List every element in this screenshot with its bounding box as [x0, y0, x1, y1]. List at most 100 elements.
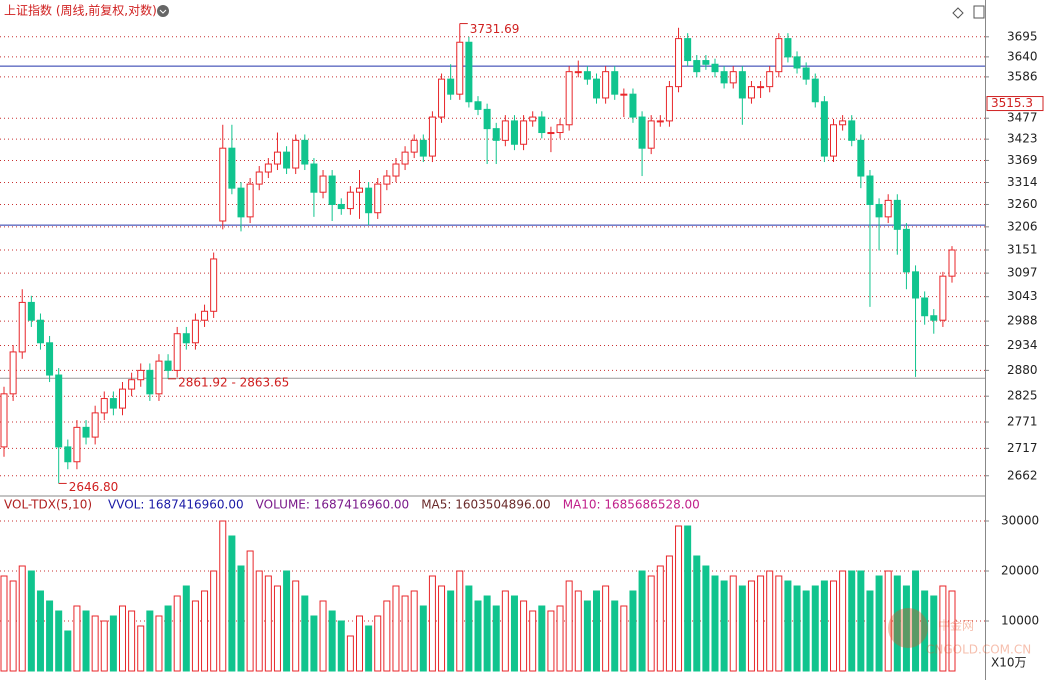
candle-body: [775, 38, 783, 73]
y-tick-label: 2825: [1007, 389, 1038, 403]
candle-body: [802, 67, 810, 80]
candle-body: [164, 360, 172, 371]
candle-body: [583, 71, 591, 80]
volume-bar: [939, 585, 947, 672]
y-tick-label: 2988: [1007, 314, 1038, 328]
candle-body: [793, 56, 801, 69]
volume-bar: [301, 595, 309, 672]
candle-body: [310, 163, 318, 193]
candle-body: [246, 183, 254, 218]
candle-body: [702, 60, 710, 65]
volume-bar: [802, 590, 810, 672]
volume-bar: [839, 570, 847, 672]
candle-body: [182, 333, 190, 344]
candle-body: [374, 183, 382, 214]
volume-bar: [264, 575, 272, 672]
candle-body: [811, 78, 819, 103]
candle-body: [447, 78, 455, 95]
volume-bar: [747, 580, 755, 672]
volume-bar: [146, 610, 154, 672]
volume-bar: [884, 570, 892, 672]
y-tick-label: 3369: [1007, 153, 1038, 167]
candle-body: [875, 203, 883, 218]
volume-bar: [593, 590, 600, 672]
scroll-icon[interactable]: [973, 5, 985, 19]
y-tick-label: 2934: [1007, 338, 1038, 352]
candle-body: [410, 139, 418, 153]
price-label-box: [986, 96, 1044, 112]
volume-bar: [346, 635, 354, 672]
candle-body: [510, 120, 518, 145]
volume-bar: [766, 570, 774, 672]
candle-body: [848, 120, 856, 141]
candle-body: [638, 116, 646, 149]
candle-body: [839, 120, 847, 126]
candle-body: [100, 398, 108, 414]
menu-icon[interactable]: [157, 5, 169, 17]
volume-title: VOL-TDX(5,10): [4, 498, 92, 512]
candle-body: [264, 163, 272, 173]
volume-bar: [912, 570, 920, 672]
volume-header: MA10: 1685686528.00: [563, 498, 700, 512]
volume-bar: [921, 590, 929, 672]
candle-body: [55, 374, 63, 448]
y-tick-label: 20000: [1001, 564, 1039, 578]
volume-bar: [684, 525, 692, 672]
volume-bar: [447, 590, 455, 672]
candle-body: [620, 93, 628, 96]
candle-body: [492, 128, 500, 141]
candle-body: [128, 379, 136, 390]
price-label: 3515.3: [991, 96, 1033, 110]
volume-bar: [866, 590, 874, 672]
watermark-name: 中金网: [938, 618, 974, 633]
y-tick-label: 3640: [1007, 49, 1038, 63]
volume-bar: [228, 535, 236, 672]
volume-bar: [410, 590, 418, 672]
y-tick-label: 3097: [1007, 266, 1038, 280]
volume-bar: [456, 570, 464, 672]
volume-bar: [875, 575, 883, 672]
volume-bar: [64, 630, 72, 672]
volume-bar: [191, 600, 199, 672]
candle-body: [219, 147, 227, 222]
candle-body: [538, 116, 546, 134]
y-tick-label: 3043: [1007, 289, 1038, 303]
volume-bar: [510, 595, 518, 672]
candle-body: [228, 147, 236, 189]
candle-body: [474, 101, 482, 110]
candle-body: [593, 78, 600, 99]
volume-bar: [82, 610, 90, 672]
volume-bar: [465, 585, 473, 672]
volume-bar: [9, 580, 17, 672]
volume-bar: [902, 585, 910, 672]
volume-bar: [948, 590, 956, 672]
y-tick-label: 2717: [1007, 441, 1038, 455]
candle-body: [456, 41, 464, 95]
candle-body: [173, 333, 181, 371]
volume-bar: [775, 575, 783, 672]
volume-bar: [210, 570, 218, 672]
volume-bar: [793, 585, 801, 672]
candle-body: [893, 199, 901, 230]
volume-bar: [538, 605, 546, 672]
volume-bar: [784, 580, 792, 672]
volume-bar: [46, 600, 54, 672]
volume-bar: [556, 605, 564, 672]
y-tick-label: 3423: [1007, 132, 1038, 146]
volume-bar: [857, 570, 865, 672]
y-tick-label: 10000: [1001, 614, 1039, 628]
candle-body: [629, 93, 637, 118]
candle-body: [574, 71, 582, 74]
candle-body: [857, 139, 865, 177]
volume-bar: [702, 565, 710, 672]
candle-body: [602, 71, 610, 99]
volume-bar: [492, 605, 500, 672]
candle-body: [556, 124, 564, 134]
volume-bar: [328, 610, 336, 672]
candle-body: [82, 426, 90, 438]
diamond-icon[interactable]: [952, 7, 964, 19]
candle-body: [337, 203, 345, 210]
volume-bar: [392, 585, 400, 672]
candle-body: [201, 310, 209, 321]
candle-body: [465, 41, 473, 103]
